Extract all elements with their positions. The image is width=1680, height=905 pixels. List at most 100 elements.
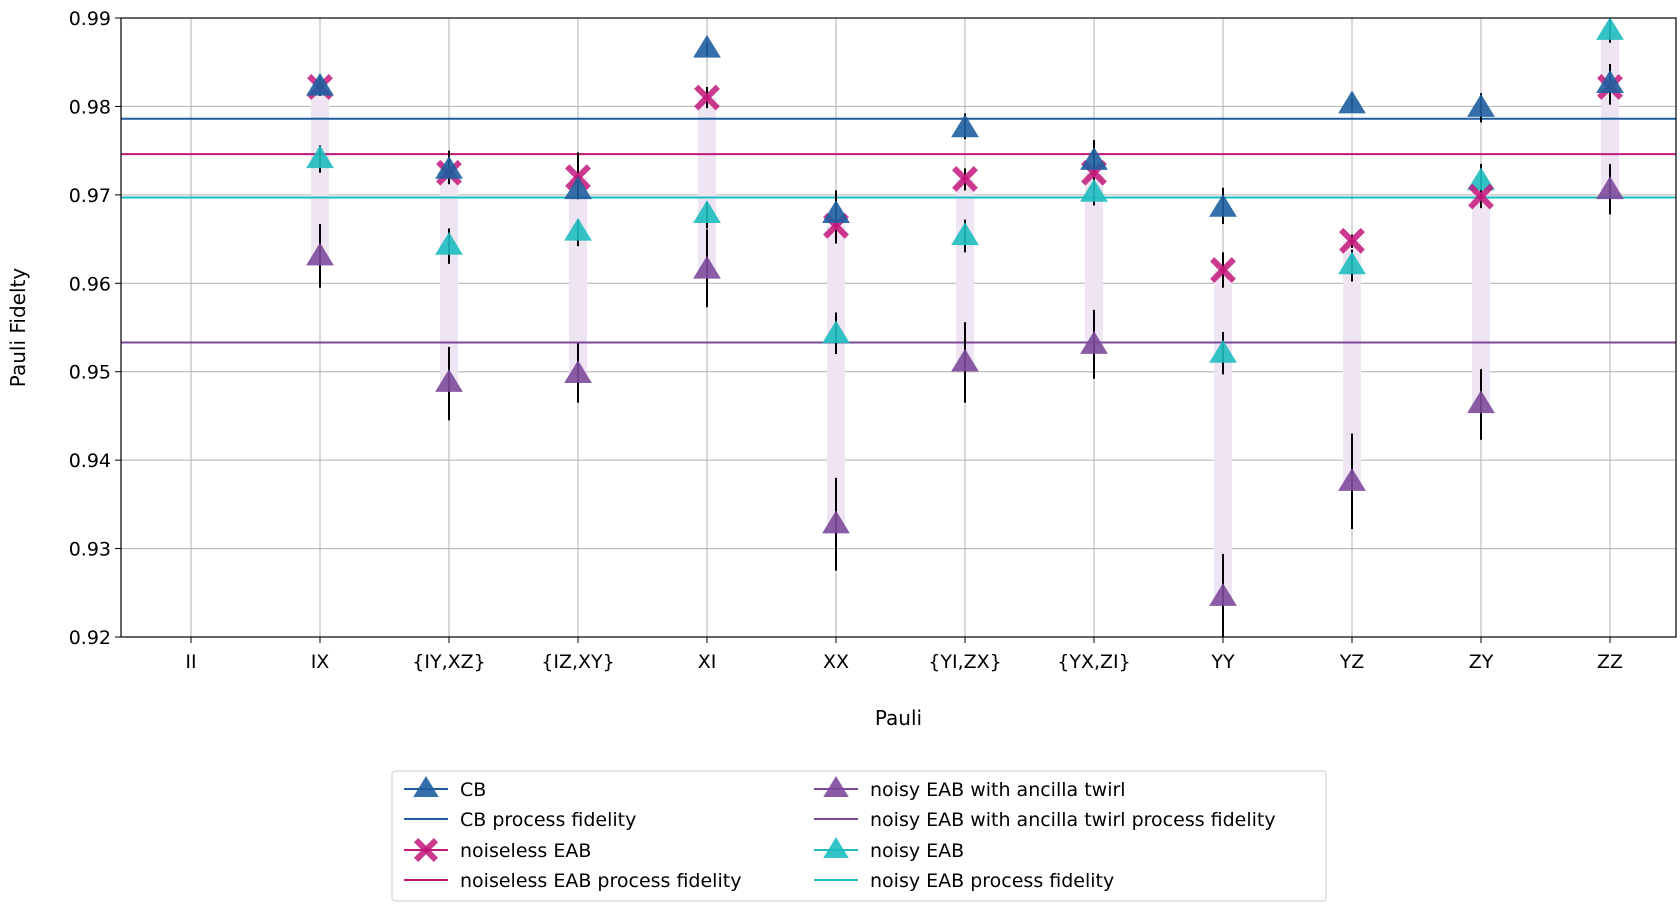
noisy-marker [306, 145, 334, 169]
legend-label: noisy EAB [870, 840, 964, 862]
legend-entry: noisy EAB with ancilla twirl process fid… [814, 809, 1276, 831]
noiseless-marker [1339, 227, 1365, 254]
cb-marker [564, 176, 592, 200]
noisy-marker [564, 217, 592, 241]
legend-label: CB [460, 779, 486, 801]
cb-marker [435, 155, 463, 179]
range-band [956, 178, 974, 363]
cb-marker [693, 34, 721, 58]
x-stroke [413, 837, 439, 863]
ancilla-marker [435, 369, 463, 392]
ancilla-marker [564, 360, 592, 384]
legend-entry: noisy EAB process fidelity [814, 870, 1114, 892]
legend-entry: noisy EAB with ancilla twirl [814, 776, 1126, 801]
ancilla-marker [1209, 583, 1237, 606]
process-fidelity-lines [121, 117, 1676, 344]
cb-marker [822, 200, 850, 223]
y-tick-label: 0.99 [69, 8, 111, 30]
legend-entry: CB [404, 776, 486, 801]
cb-marker [306, 72, 334, 96]
range-band [827, 225, 845, 525]
cb-marker [1080, 147, 1108, 170]
range-band [440, 172, 458, 384]
noisy-marker [435, 232, 463, 255]
ancilla-marker [951, 348, 979, 372]
x-tick-label: ZY [1469, 651, 1494, 673]
range-band [1601, 31, 1619, 191]
x-tick-label: II [185, 651, 196, 673]
x-tick-label: XX [823, 651, 849, 673]
legend-marker [823, 837, 849, 858]
x-tick-label: YZ [1339, 651, 1365, 673]
legend-label: noisy EAB process fidelity [870, 870, 1114, 892]
noisy-marker [693, 200, 721, 223]
noiseless-marker [1210, 257, 1236, 283]
legend-label: noiseless EAB process fidelity [460, 870, 741, 892]
cb-marker [1209, 193, 1237, 217]
y-axis-label: Pauli Fidelty [6, 268, 30, 388]
x-tick-label: {IZ,XY} [541, 651, 614, 673]
x-stroke [694, 84, 720, 111]
cb-marker [1338, 90, 1366, 114]
legend-marker [413, 837, 439, 863]
cb-marker [1467, 94, 1495, 117]
range-band [1343, 240, 1361, 483]
noisy-marker [822, 320, 850, 344]
y-tick-label: 0.96 [69, 273, 111, 295]
cb-marker [951, 114, 979, 138]
ancilla-marker [306, 242, 334, 266]
x-tick-label: {IY,XZ} [412, 651, 485, 673]
legend-entry: noiseless EAB [404, 837, 591, 863]
x-stroke [1210, 257, 1236, 283]
legend-marker [413, 776, 439, 797]
legend-entry: noiseless EAB process fidelity [404, 870, 741, 892]
x-stroke [1339, 227, 1365, 254]
legend-frame [391, 770, 1327, 902]
range-band [1472, 181, 1490, 405]
noisy-marker [1467, 167, 1495, 191]
cb-marker [1596, 70, 1624, 93]
legend-entry: noisy EAB [814, 837, 964, 862]
x-stroke [1468, 183, 1494, 210]
x-tick-label: IX [311, 651, 330, 673]
noisy-marker [1596, 17, 1624, 40]
ancilla-marker [1467, 390, 1495, 414]
axis-ticks: 0.92 0.93 0.94 0.95 0.96 0.97 0.98 0.99 II IX {IY,… [69, 8, 1623, 673]
legend-label: noiseless EAB [460, 840, 591, 862]
ancilla-marker [693, 255, 721, 279]
noiseless-marker [694, 84, 720, 111]
x-tick-label: {YX,ZI} [1057, 651, 1130, 673]
noisy-marker [1080, 178, 1108, 202]
x-tick-label: ZZ [1597, 651, 1623, 673]
grid [121, 17, 1676, 638]
range-band [698, 97, 716, 271]
legend-marker [823, 776, 849, 797]
y-tick-label: 0.97 [69, 185, 111, 207]
noiseless-marker [952, 166, 978, 192]
x-tick-label: {YI,ZX} [928, 651, 1001, 673]
plot-frame [120, 17, 1677, 638]
noisy-marker [1338, 251, 1366, 275]
ancilla-marker [1080, 331, 1108, 354]
y-tick-label: 0.95 [69, 362, 111, 384]
legend: CB CB process fidelity noiseless EAB noisel… [391, 770, 1327, 902]
ancilla-marker [822, 510, 850, 534]
x-axis-label: Pauli [875, 706, 922, 730]
y-tick-label: 0.98 [69, 96, 111, 118]
y-tick-label: 0.93 [69, 539, 111, 561]
noisy-marker [951, 222, 979, 246]
markers [306, 17, 1624, 606]
legend-entry: CB process fidelity [404, 809, 636, 831]
range-bands [311, 31, 1619, 598]
range-band [1085, 172, 1103, 346]
y-tick-label: 0.94 [69, 450, 111, 472]
noiseless-marker [1468, 183, 1494, 210]
x-tick-label: YY [1210, 651, 1235, 673]
ancilla-marker [1338, 468, 1366, 491]
ancilla-marker [1596, 176, 1624, 200]
y-tick-label: 0.92 [69, 627, 111, 649]
legend-label: noisy EAB with ancilla twirl process fid… [870, 809, 1276, 831]
noisy-marker [1209, 339, 1237, 363]
x-stroke [952, 166, 978, 192]
